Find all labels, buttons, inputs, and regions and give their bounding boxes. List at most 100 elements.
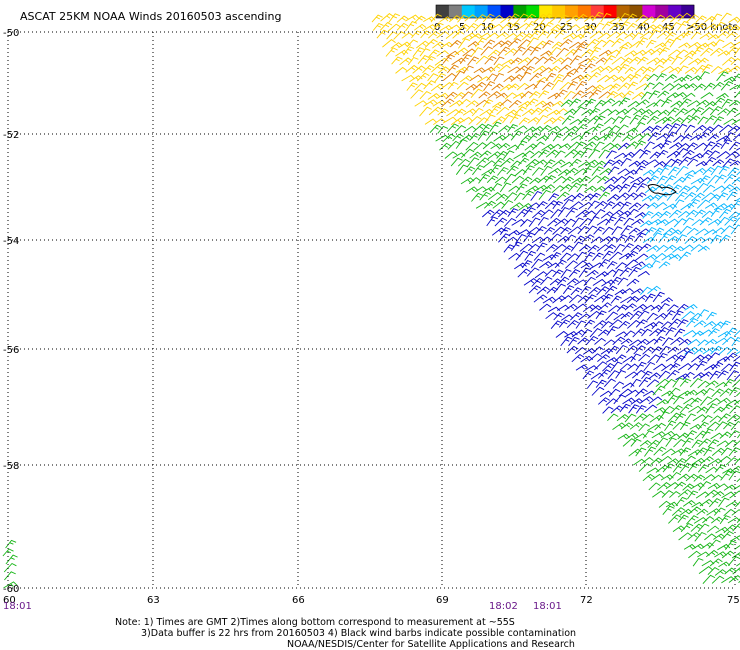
- wind-barb: [444, 151, 458, 159]
- wind-barb: [533, 80, 546, 90]
- wind-barb: [611, 159, 624, 166]
- wind-barb: [655, 437, 669, 448]
- wind-barb: [635, 182, 648, 192]
- wind-barb: [668, 254, 682, 260]
- wind-barb: [624, 413, 637, 423]
- wind-barb: [608, 65, 623, 74]
- wind-barb: [697, 421, 709, 430]
- wind-barb: [611, 56, 626, 65]
- wind-barb: [537, 30, 549, 39]
- wind-barb: [533, 252, 546, 261]
- wind-barb: [699, 371, 713, 379]
- wind-barb: [457, 14, 469, 23]
- wind-barb: [659, 123, 673, 133]
- wind-barb: [662, 505, 675, 515]
- wind-barb: [615, 262, 627, 270]
- wind-barb: [607, 166, 620, 176]
- wind-barb: [622, 175, 635, 184]
- wind-barb: [456, 81, 469, 90]
- wind-barb: [691, 219, 704, 227]
- wind-barb: [725, 457, 739, 466]
- wind-barb: [527, 132, 541, 142]
- wind-barb: [678, 156, 692, 166]
- wind-barb: [633, 192, 647, 201]
- wind-barb: [518, 203, 533, 211]
- wind-barb: [424, 118, 437, 125]
- wind-barb: [475, 37, 487, 48]
- wind-barb: [720, 225, 735, 235]
- wind-barb: [629, 422, 643, 430]
- wind-barb: [685, 83, 698, 90]
- wind-barb: [680, 202, 695, 211]
- wind-barb: [661, 490, 674, 498]
- wind-barb: [656, 244, 669, 253]
- legend-swatch: [616, 5, 630, 18]
- wind-barb: [664, 74, 677, 82]
- wind-barb: [668, 22, 682, 32]
- wind-barb: [390, 42, 403, 49]
- wind-barb: [528, 285, 541, 294]
- wind-barb: [587, 115, 601, 124]
- wind-barb: [725, 46, 740, 56]
- wind-barb: [728, 447, 740, 457]
- wind-barb: [562, 131, 576, 141]
- wind-barb: [668, 514, 682, 524]
- wind-barb: [571, 90, 585, 100]
- wind-barb: [670, 337, 684, 346]
- wind-barb: [601, 321, 613, 329]
- wind-barb: [710, 47, 724, 56]
- wind-barb: [529, 177, 542, 185]
- wind-barb: [638, 243, 652, 252]
- wind-barb: [736, 478, 740, 483]
- wind-barb: [559, 81, 573, 91]
- legend-swatch: [448, 5, 463, 18]
- wind-barb: [4, 571, 16, 581]
- wind-barb: [556, 191, 570, 201]
- wind-barb: [592, 278, 607, 286]
- wind-barb: [716, 192, 729, 202]
- wind-barb: [449, 39, 462, 48]
- wind-barb: [690, 523, 704, 532]
- wind-barb: [503, 173, 516, 184]
- wind-barb: [442, 133, 456, 143]
- wind-barb: [598, 191, 611, 201]
- lat-label: -54: [3, 236, 19, 247]
- wind-barb: [677, 514, 689, 523]
- wind-barb: [533, 294, 548, 303]
- wind-barb: [670, 405, 683, 414]
- wind-barb: [571, 217, 584, 228]
- wind-barb: [700, 149, 713, 159]
- wind-barb: [691, 457, 706, 465]
- wind-barb: [505, 109, 518, 117]
- wind-barb: [409, 75, 423, 83]
- wind-barb: [665, 354, 680, 362]
- wind-barb: [557, 207, 570, 217]
- wind-barb: [580, 147, 593, 158]
- wind-barb: [694, 531, 707, 542]
- wind-barb: [711, 474, 723, 482]
- wind-barb: [525, 158, 540, 168]
- wind-barb: [732, 567, 740, 575]
- wind-barb: [655, 202, 668, 209]
- wind-barb: [599, 390, 613, 397]
- wind-barb: [667, 458, 680, 465]
- wind-barb: [406, 39, 419, 48]
- wind-barb: [730, 420, 740, 431]
- wind-barb: [469, 177, 481, 184]
- wind-barb: [611, 38, 625, 48]
- wind-barb: [725, 439, 738, 448]
- wind-barb: [491, 14, 504, 22]
- wind-barb: [643, 141, 655, 150]
- wind-barb: [507, 83, 520, 91]
- wind-barb: [642, 210, 654, 219]
- wind-barb: [496, 150, 508, 159]
- wind-barb: [698, 71, 710, 81]
- wind-barb: [580, 31, 592, 40]
- wind-barb: [679, 378, 692, 387]
- wind-barb: [578, 267, 591, 278]
- wind-barb: [603, 131, 617, 141]
- wind-barb: [3, 581, 18, 589]
- wind-barb: [704, 533, 717, 541]
- wind-barb: [681, 311, 695, 320]
- wind-barb: [507, 13, 520, 22]
